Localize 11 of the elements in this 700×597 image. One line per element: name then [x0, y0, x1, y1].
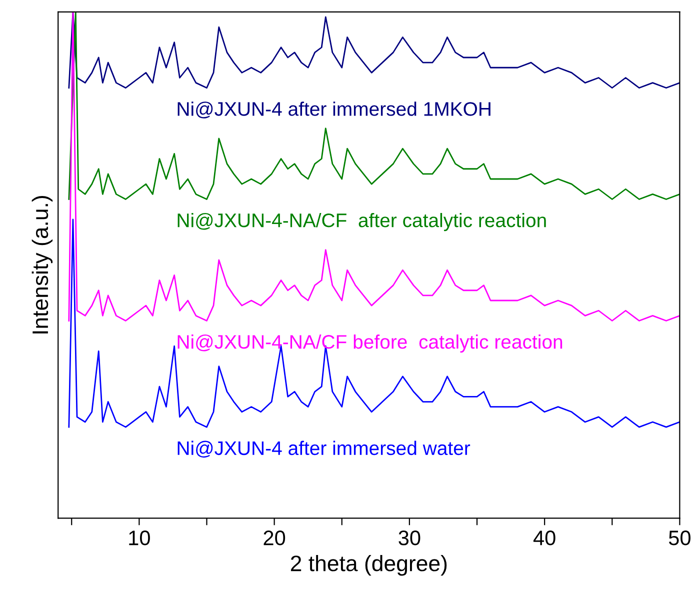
x-tick-label: 40: [533, 530, 556, 546]
series-label: Ni@JXUN-4 after immersed 1MKOH: [178, 102, 490, 118]
series-label: Ni@JXUN-4 after immersed water: [178, 440, 470, 458]
x-tick-label: 10: [129, 530, 150, 546]
series-label: Ni@JXUN-4-NA/CF before catalytic reaction: [178, 334, 562, 353]
y-axis-title: Intensity (a.u.): [32, 196, 53, 334]
x-tick-label: 20: [264, 530, 286, 546]
x-tick-label: 50: [668, 530, 690, 546]
x-axis-title: 2 theta (degree): [290, 554, 447, 576]
series-label: Ni@JXUN-4-NA/CF after catalytic reaction: [178, 212, 546, 232]
x-tick-label: 30: [398, 530, 420, 546]
